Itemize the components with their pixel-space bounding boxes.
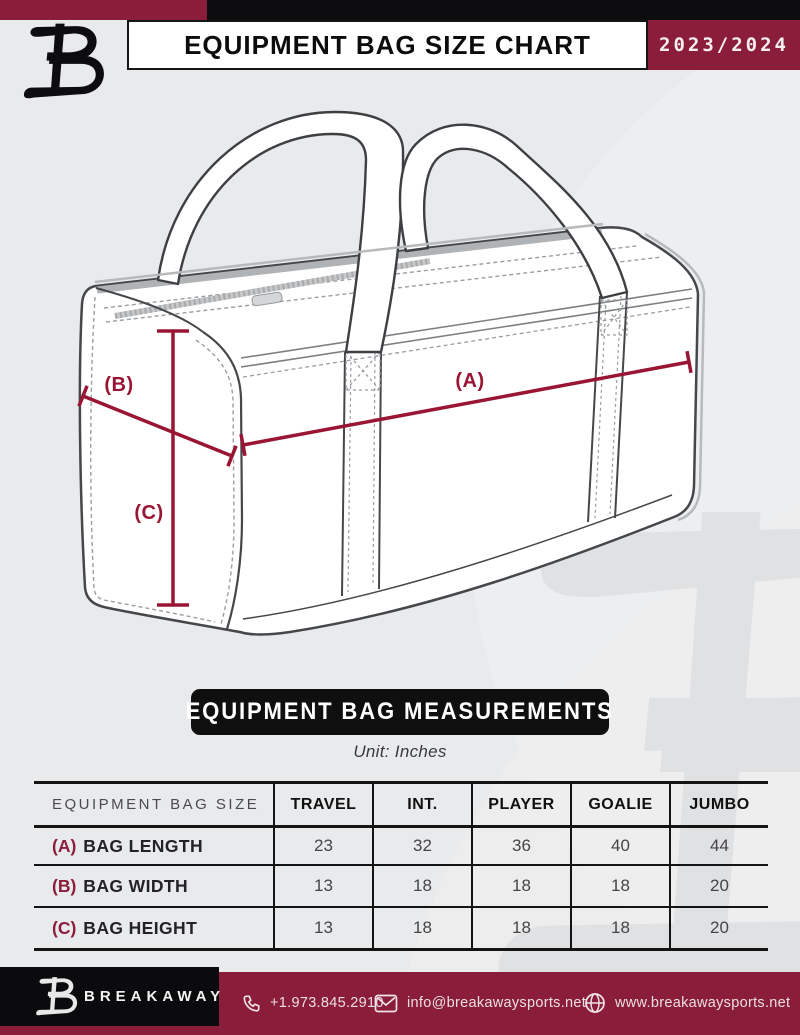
front-top-seam (240, 288, 693, 359)
row-prefix-b: (B) (52, 875, 77, 896)
column-header-travel: TRAVEL (273, 784, 372, 825)
column-header-jumbo: JUMBO (669, 784, 768, 825)
right-strap-edge (587, 295, 601, 523)
dimension-label-b: (B) (104, 374, 133, 396)
footer-website-text: www.breakawaysports.net (615, 995, 791, 1011)
row-label-cell: (B) BAG WIDTH (34, 866, 273, 906)
front-top-seam-stitching (242, 306, 691, 378)
dimension-label-c: (C) (134, 502, 163, 524)
right-handle (398, 123, 629, 300)
dimension-label-a: (A) (455, 370, 484, 392)
value-cell: 18 (570, 866, 669, 906)
value-cell: 36 (471, 828, 570, 864)
value-cell: 20 (669, 866, 768, 906)
column-header-int: INT. (372, 784, 471, 825)
ridge-highlight (94, 222, 604, 284)
value-cell: 44 (669, 828, 768, 864)
season-badge: 2023/2024 (648, 20, 800, 70)
right-strap-stitching (609, 295, 622, 515)
left-strap-x-stitch-box (345, 351, 381, 391)
value-cell: 40 (570, 828, 669, 864)
page-title: EQUIPMENT BAG SIZE CHART (184, 29, 591, 60)
value-cell: 18 (372, 908, 471, 948)
header-black-strip (207, 0, 800, 20)
measurements-banner-title: EQUIPMENT BAG MEASUREMENTS (185, 698, 615, 725)
value-cell: 23 (273, 828, 372, 864)
table-row-bag-length: (A) BAG LENGTH 23 32 36 40 44 (34, 828, 768, 866)
zipper-pull (251, 291, 283, 307)
right-strap-edge (614, 291, 628, 519)
footer-email: info@breakawaysports.net (374, 985, 586, 1021)
panel-inner-stitching (90, 296, 216, 623)
globe-icon (585, 993, 605, 1013)
right-strap-x-stitch-box (600, 299, 628, 336)
breakaway-logo-icon (23, 23, 104, 99)
dimension-arrow-a (239, 350, 693, 457)
left-strap-edge (341, 351, 346, 597)
value-cell: 13 (273, 908, 372, 948)
size-table: EQUIPMENT BAG SIZE TRAVEL INT. PLAYER GO… (34, 781, 768, 951)
footer-website: www.breakawaysports.net (584, 985, 790, 1021)
dimension-arrow-b (77, 385, 238, 467)
front-left-edge-stitching (195, 339, 235, 625)
table-row-bag-height: (C) BAG HEIGHT 13 18 18 18 20 (34, 908, 768, 948)
value-cell: 32 (372, 828, 471, 864)
dimension-arrow-c (157, 329, 189, 607)
unit-note: Unit: Inches (353, 742, 447, 761)
value-cell: 18 (372, 866, 471, 906)
measurements-banner: EQUIPMENT BAG MEASUREMENTS (186, 689, 612, 735)
top-seam-stitching (105, 256, 663, 323)
table-corner-label: EQUIPMENT BAG SIZE (52, 796, 260, 813)
column-header-goalie: GOALIE (570, 784, 669, 825)
footer-breakaway-logo-icon (36, 977, 78, 1016)
footer-phone: +1.973.845.2910 (240, 985, 384, 1021)
left-handle (156, 110, 405, 354)
row-label-bag-length: BAG LENGTH (83, 835, 203, 856)
row-prefix-c: (C) (52, 917, 77, 938)
row-label-cell: (C) BAG HEIGHT (34, 908, 273, 948)
table-row-bag-width: (B) BAG WIDTH 13 18 18 18 20 (34, 866, 768, 908)
value-cell: 18 (570, 908, 669, 948)
footer-email-text: info@breakawaysports.net (407, 995, 587, 1011)
envelope-icon (374, 994, 398, 1012)
row-prefix-a: (A) (52, 835, 77, 856)
value-cell: 20 (669, 908, 768, 948)
column-header-player: PLAYER (471, 784, 570, 825)
row-label-bag-height: BAG HEIGHT (83, 917, 198, 938)
phone-icon (243, 995, 260, 1012)
row-label-cell: (A) BAG LENGTH (34, 828, 273, 864)
title-box: EQUIPMENT BAG SIZE CHART (127, 20, 648, 70)
value-cell: 13 (273, 866, 372, 906)
panel-corner-curve (95, 287, 204, 333)
footer-brand-name: BREAKAWAY (84, 988, 226, 1005)
value-cell: 18 (471, 866, 570, 906)
value-cell: 18 (471, 908, 570, 948)
equipment-bag-diagram: (A) (B) (C) (77, 110, 706, 636)
front-top-seam (240, 297, 693, 368)
bottom-seam (242, 494, 673, 620)
left-strap-edge (378, 347, 382, 590)
top-ridge-shading (96, 228, 603, 294)
season-label: 2023/2024 (659, 34, 789, 56)
row-label-bag-width: BAG WIDTH (83, 875, 188, 896)
header-maroon-strip (0, 0, 207, 20)
footer-logo-box (0, 967, 219, 1026)
front-left-edge (202, 331, 244, 630)
table-header-row: EQUIPMENT BAG SIZE TRAVEL INT. PLAYER GO… (34, 784, 768, 828)
right-strap-stitching (594, 299, 607, 519)
right-edge-highlight (644, 232, 706, 522)
footer-phone-text: +1.973.845.2910 (270, 995, 384, 1011)
